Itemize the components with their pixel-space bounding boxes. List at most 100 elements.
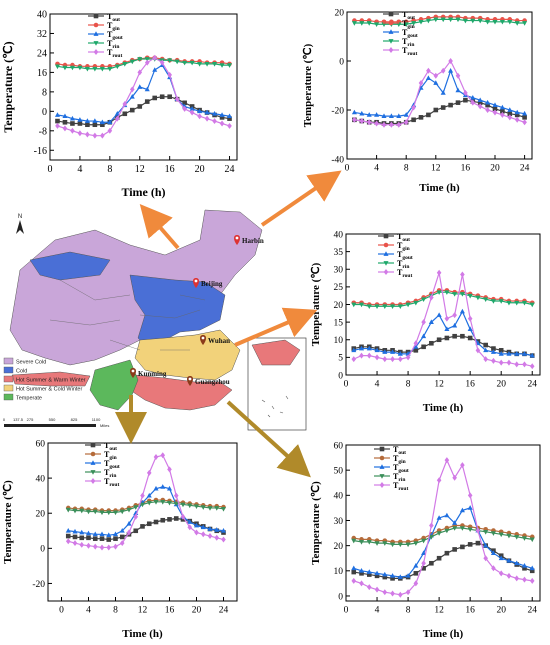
data-point [351, 538, 357, 544]
data-point [153, 485, 159, 491]
map-legend-swatch [3, 366, 14, 374]
data-point [490, 299, 496, 304]
data-point [507, 111, 513, 116]
north-arrow: N [16, 214, 24, 234]
data-point [425, 18, 431, 24]
data-point [448, 17, 454, 23]
series-line [353, 507, 533, 578]
x-axis-title: Time (h) [423, 628, 464, 640]
data-point [214, 506, 220, 511]
x-tick-label: 12 [434, 606, 444, 616]
data-point [477, 100, 483, 105]
series-line [353, 542, 533, 579]
data-point [382, 541, 388, 546]
y-tick-label: 10 [334, 336, 344, 346]
map-legend-swatch [3, 357, 14, 365]
data-point [187, 503, 193, 509]
legend-marker [93, 13, 99, 19]
legend-marker [379, 464, 385, 469]
data-point [139, 502, 146, 508]
data-point [500, 111, 505, 118]
series-line [353, 272, 533, 367]
series-trin [351, 526, 535, 548]
x-tick-label: 24 [219, 606, 229, 616]
data-point [483, 342, 488, 348]
data-point [351, 565, 357, 571]
region-temperate [89, 359, 139, 411]
series-line [68, 517, 224, 541]
data-point [122, 62, 128, 67]
region-inset [251, 339, 301, 366]
y-tick-label: 0 [338, 371, 343, 381]
data-point [226, 113, 233, 119]
data-point [507, 107, 513, 112]
plot-frame [346, 11, 533, 160]
legend-marker [379, 455, 385, 461]
data-point [418, 80, 424, 87]
data-point [500, 108, 505, 114]
x-tick-label: 24 [527, 606, 537, 616]
data-point [428, 534, 434, 540]
data-point [92, 132, 98, 139]
legend-marker [388, 29, 394, 34]
data-point [152, 54, 158, 61]
data-point [167, 94, 172, 100]
data-point [227, 122, 232, 129]
data-point [470, 18, 476, 24]
map-pin-dot [188, 377, 192, 381]
data-point [113, 536, 118, 541]
data-point [498, 351, 504, 356]
city-kunming: Kunming [130, 368, 167, 378]
data-point [485, 99, 491, 105]
y-tick-label: 40 [36, 474, 46, 484]
x-tick-label: 20 [496, 380, 506, 390]
data-point [382, 349, 388, 354]
north-label: N [18, 214, 22, 220]
map-pin-dot [235, 236, 239, 240]
data-point [62, 125, 68, 132]
scale-bar [4, 424, 96, 427]
data-point [374, 22, 380, 28]
data-point [426, 112, 431, 118]
data-point [219, 115, 225, 120]
data-point [411, 21, 417, 26]
data-point [358, 540, 365, 545]
data-point [70, 127, 75, 134]
y-tick-label: 60 [334, 441, 344, 451]
data-point [107, 119, 113, 125]
data-point [477, 103, 483, 110]
data-point [477, 97, 483, 103]
x-tick-label: 24 [225, 164, 235, 175]
data-point [491, 357, 496, 364]
data-point [483, 529, 489, 535]
data-point [529, 352, 535, 358]
data-point [452, 312, 457, 319]
legend-marker [93, 31, 99, 36]
data-point [397, 574, 403, 579]
data-point [429, 340, 434, 346]
x-tick-label: 8 [113, 606, 118, 616]
y-tick-label: 40 [37, 10, 47, 21]
series-line [354, 99, 525, 125]
data-point [485, 19, 491, 25]
series-tgout [54, 62, 233, 125]
legend-marker [383, 242, 389, 248]
data-point [197, 62, 203, 67]
data-point [99, 544, 105, 551]
y-tick-label: 20 [335, 8, 345, 18]
data-point [452, 292, 458, 297]
data-point [79, 535, 85, 541]
y-tick-label: 20 [36, 510, 46, 520]
data-point [440, 17, 446, 23]
x-tick-label: 12 [138, 606, 148, 616]
map-pin-dot [131, 369, 135, 373]
x-tick-label: 12 [434, 380, 444, 390]
data-point [483, 356, 488, 363]
data-point [514, 351, 520, 356]
data-point [382, 304, 388, 310]
data-point [522, 21, 528, 26]
data-point [366, 352, 372, 359]
scale-label: 1100 [92, 417, 101, 422]
data-point [397, 542, 403, 548]
data-point [100, 122, 105, 128]
